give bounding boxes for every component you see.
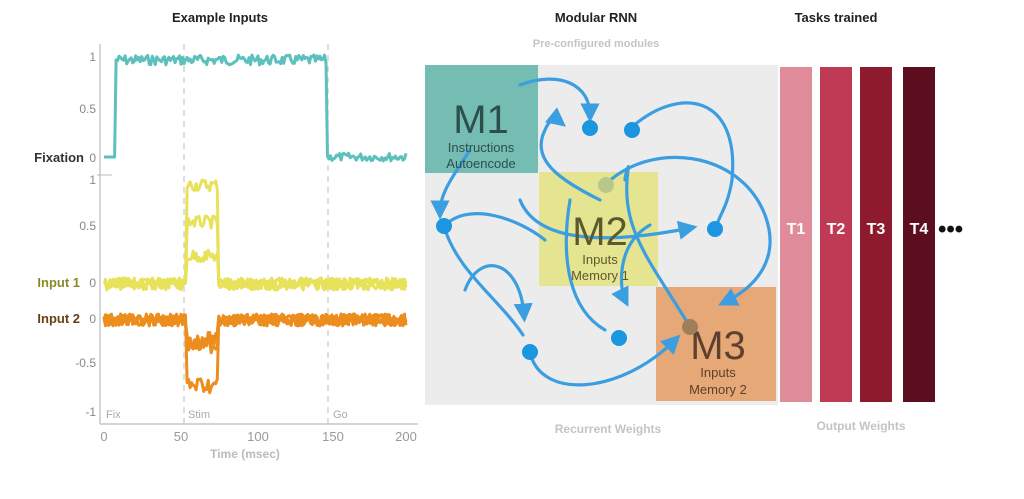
- task-t2-bar: [820, 67, 852, 402]
- arrow-node-f-to-m3: [528, 334, 681, 387]
- x-tick-50: 50: [174, 429, 188, 444]
- arrow-to-node-f: [463, 264, 533, 323]
- rnn-node: [611, 330, 627, 346]
- x-tick-0: 0: [100, 429, 107, 444]
- rnn-nodes: [436, 120, 723, 360]
- fixation-tick-1: 1: [89, 50, 96, 64]
- module-m2-name: M2: [572, 210, 628, 254]
- arrow-m1-to-node-a: [518, 77, 600, 123]
- modular-rnn-title: Modular RNN: [555, 10, 637, 25]
- input-1-trace-1: [103, 178, 408, 292]
- arrow-node-c-right: [442, 212, 547, 242]
- input1-tick-0: 0: [89, 276, 96, 290]
- more-tasks-ellipsis: •••: [938, 216, 963, 243]
- module-m2-block: [539, 172, 658, 286]
- input-tick-neg-1: -1: [85, 405, 96, 419]
- module-m3-name: M3: [690, 324, 746, 368]
- fixation-label: Fixation: [34, 150, 84, 165]
- task-t2-label: T2: [827, 221, 846, 238]
- arrow-node-c-down: [442, 224, 525, 337]
- arrow-m3-to-m2: [623, 165, 692, 329]
- x-tick-100: 100: [247, 429, 269, 444]
- arrow-m2-to-m1: [539, 107, 602, 202]
- module-m2-line2: Memory 1: [571, 268, 629, 283]
- rnn-node-m2-hidden: [598, 177, 614, 193]
- task-t4-label: T4: [910, 221, 929, 238]
- rnn-node-m3-hidden: [682, 319, 698, 335]
- x-tick-150: 150: [322, 429, 344, 444]
- modular-rnn-subtitle: Pre-configured modules: [533, 38, 660, 50]
- example-inputs-panel: Example Inputs Fix Stim Go 1 0.5 0 1 0.5…: [34, 10, 418, 461]
- rnn-node: [624, 122, 640, 138]
- arrow-node-b-loop: [630, 101, 735, 224]
- rnn-node: [436, 218, 452, 234]
- rnn-node: [522, 344, 538, 360]
- module-m2-line1: Inputs: [582, 252, 618, 267]
- recurrent-weights-label: Recurrent Weights: [555, 422, 662, 436]
- fixation-tick-0-5: 0.5: [79, 102, 96, 116]
- rnn-node: [582, 120, 598, 136]
- module-m1-name: M1: [453, 98, 509, 142]
- fixation-trace: [104, 53, 408, 163]
- task-t3-bar: [860, 67, 892, 402]
- x-tick-200: 200: [395, 429, 417, 444]
- module-m3-line2: Memory 2: [689, 382, 747, 397]
- recurrent-connections: [430, 77, 772, 387]
- phase-label-go: Go: [333, 409, 348, 421]
- input-traces: [102, 53, 408, 395]
- task-t1-bar: [780, 67, 812, 402]
- modular-rnn-panel: Modular RNN Pre-configured modules M1 In…: [425, 10, 778, 436]
- rnn-node: [707, 221, 723, 237]
- input-tick-1: 1: [89, 173, 96, 187]
- output-weights-label: Output Weights: [816, 419, 905, 433]
- module-m1-line2: Autoencode: [446, 156, 515, 171]
- input-1-label: Input 1: [37, 275, 80, 290]
- task-t1-label: T1: [787, 221, 806, 238]
- example-inputs-title: Example Inputs: [172, 10, 268, 25]
- arrow-to-node-e: [611, 223, 652, 307]
- tasks-trained-panel: Tasks trained T1 T2 T3 T4 ••• Output Wei…: [780, 10, 963, 433]
- input-tick-0-5: 0.5: [79, 219, 96, 233]
- module-m1-line1: Instructions: [448, 140, 515, 155]
- input-2-trace-3: [102, 312, 408, 395]
- arrow-m2-to-m3: [603, 155, 772, 306]
- fixation-tick-0: 0: [89, 151, 96, 165]
- phase-label-stim: Stim: [188, 409, 210, 421]
- input-tick-neg-0-5: -0.5: [75, 356, 96, 370]
- task-t4-bar: [903, 67, 935, 402]
- tasks-trained-title: Tasks trained: [795, 10, 878, 25]
- arrow-m1-to-node-c: [430, 148, 472, 220]
- arrow-m2-to-node-e: [564, 198, 607, 332]
- module-m3-line1: Inputs: [700, 365, 736, 380]
- phase-label-fix: Fix: [106, 409, 121, 421]
- task-t3-label: T3: [867, 221, 886, 238]
- input-2-label: Input 2: [37, 311, 80, 326]
- input2-tick-0: 0: [89, 312, 96, 326]
- x-axis-label: Time (msec): [210, 447, 280, 461]
- input-1-trace-3: [103, 248, 407, 292]
- arrow-m1-to-node-d: [518, 198, 698, 240]
- module-m1-block: [425, 65, 538, 173]
